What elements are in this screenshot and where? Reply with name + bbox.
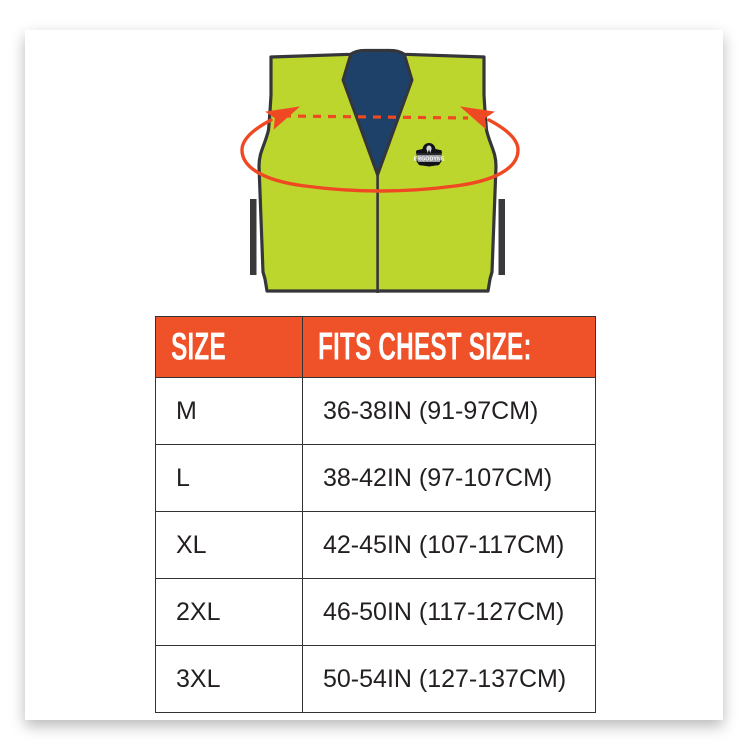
svg-text:ERGODYNE: ERGODYNE — [414, 157, 445, 163]
